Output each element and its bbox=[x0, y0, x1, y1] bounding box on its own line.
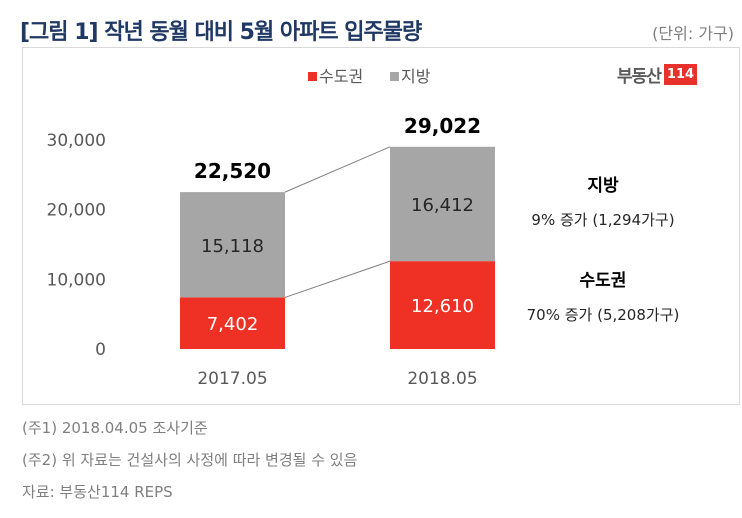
annotation-title: 수도권 bbox=[580, 271, 627, 291]
logo-number: 114 bbox=[663, 64, 698, 85]
footnote-2: (주2) 위 자료는 건설사의 사정에 따라 변경될 수 있음 bbox=[22, 451, 358, 469]
y-tick-label: 10,000 bbox=[47, 270, 106, 290]
annotation-title: 지방 bbox=[587, 176, 619, 196]
bar-value-label: 16,412 bbox=[411, 195, 474, 216]
total-label: 22,520 bbox=[194, 159, 271, 183]
bar-capital bbox=[390, 261, 495, 349]
bar-value-label: 7,402 bbox=[207, 314, 259, 335]
source-note: 자료: 부동산114 REPS bbox=[22, 483, 173, 501]
brand-logo: 부동산 114 bbox=[617, 62, 698, 87]
legend-swatch-capital bbox=[308, 72, 317, 81]
unit-label: (단위: 가구) bbox=[652, 24, 734, 43]
legend-label: 수도권 bbox=[319, 67, 363, 86]
bar-value-label: 12,610 bbox=[411, 296, 474, 317]
y-tick-label: 20,000 bbox=[47, 201, 106, 221]
annotation-text: 9% 증가 (1,294가구) bbox=[531, 211, 674, 229]
total-label: 29,022 bbox=[404, 114, 481, 138]
bar-value-label: 15,118 bbox=[201, 236, 264, 257]
figure-title: [그림 1] 작년 동월 대비 5월 아파트 입주물량 bbox=[20, 20, 422, 45]
x-tick-label: 2018.05 bbox=[407, 369, 477, 389]
bar-regional bbox=[390, 146, 495, 262]
chart-frame bbox=[22, 47, 740, 405]
bar-regional bbox=[180, 192, 285, 298]
connector-line-capital bbox=[284, 260, 391, 298]
legend-swatch-regional bbox=[390, 72, 399, 81]
legend-label: 지방 bbox=[401, 67, 431, 86]
annotation-text: 70% 증가 (5,208가구) bbox=[527, 306, 680, 324]
logo-text: 부동산 bbox=[617, 67, 662, 87]
x-tick-label: 2017.05 bbox=[197, 369, 267, 389]
connector-line-total bbox=[284, 146, 391, 193]
y-tick-label: 30,000 bbox=[47, 131, 106, 151]
bar-capital bbox=[180, 297, 285, 349]
footnote-1: (주1) 2018.04.05 조사기준 bbox=[22, 419, 208, 437]
y-tick-label: 0 bbox=[95, 340, 106, 360]
